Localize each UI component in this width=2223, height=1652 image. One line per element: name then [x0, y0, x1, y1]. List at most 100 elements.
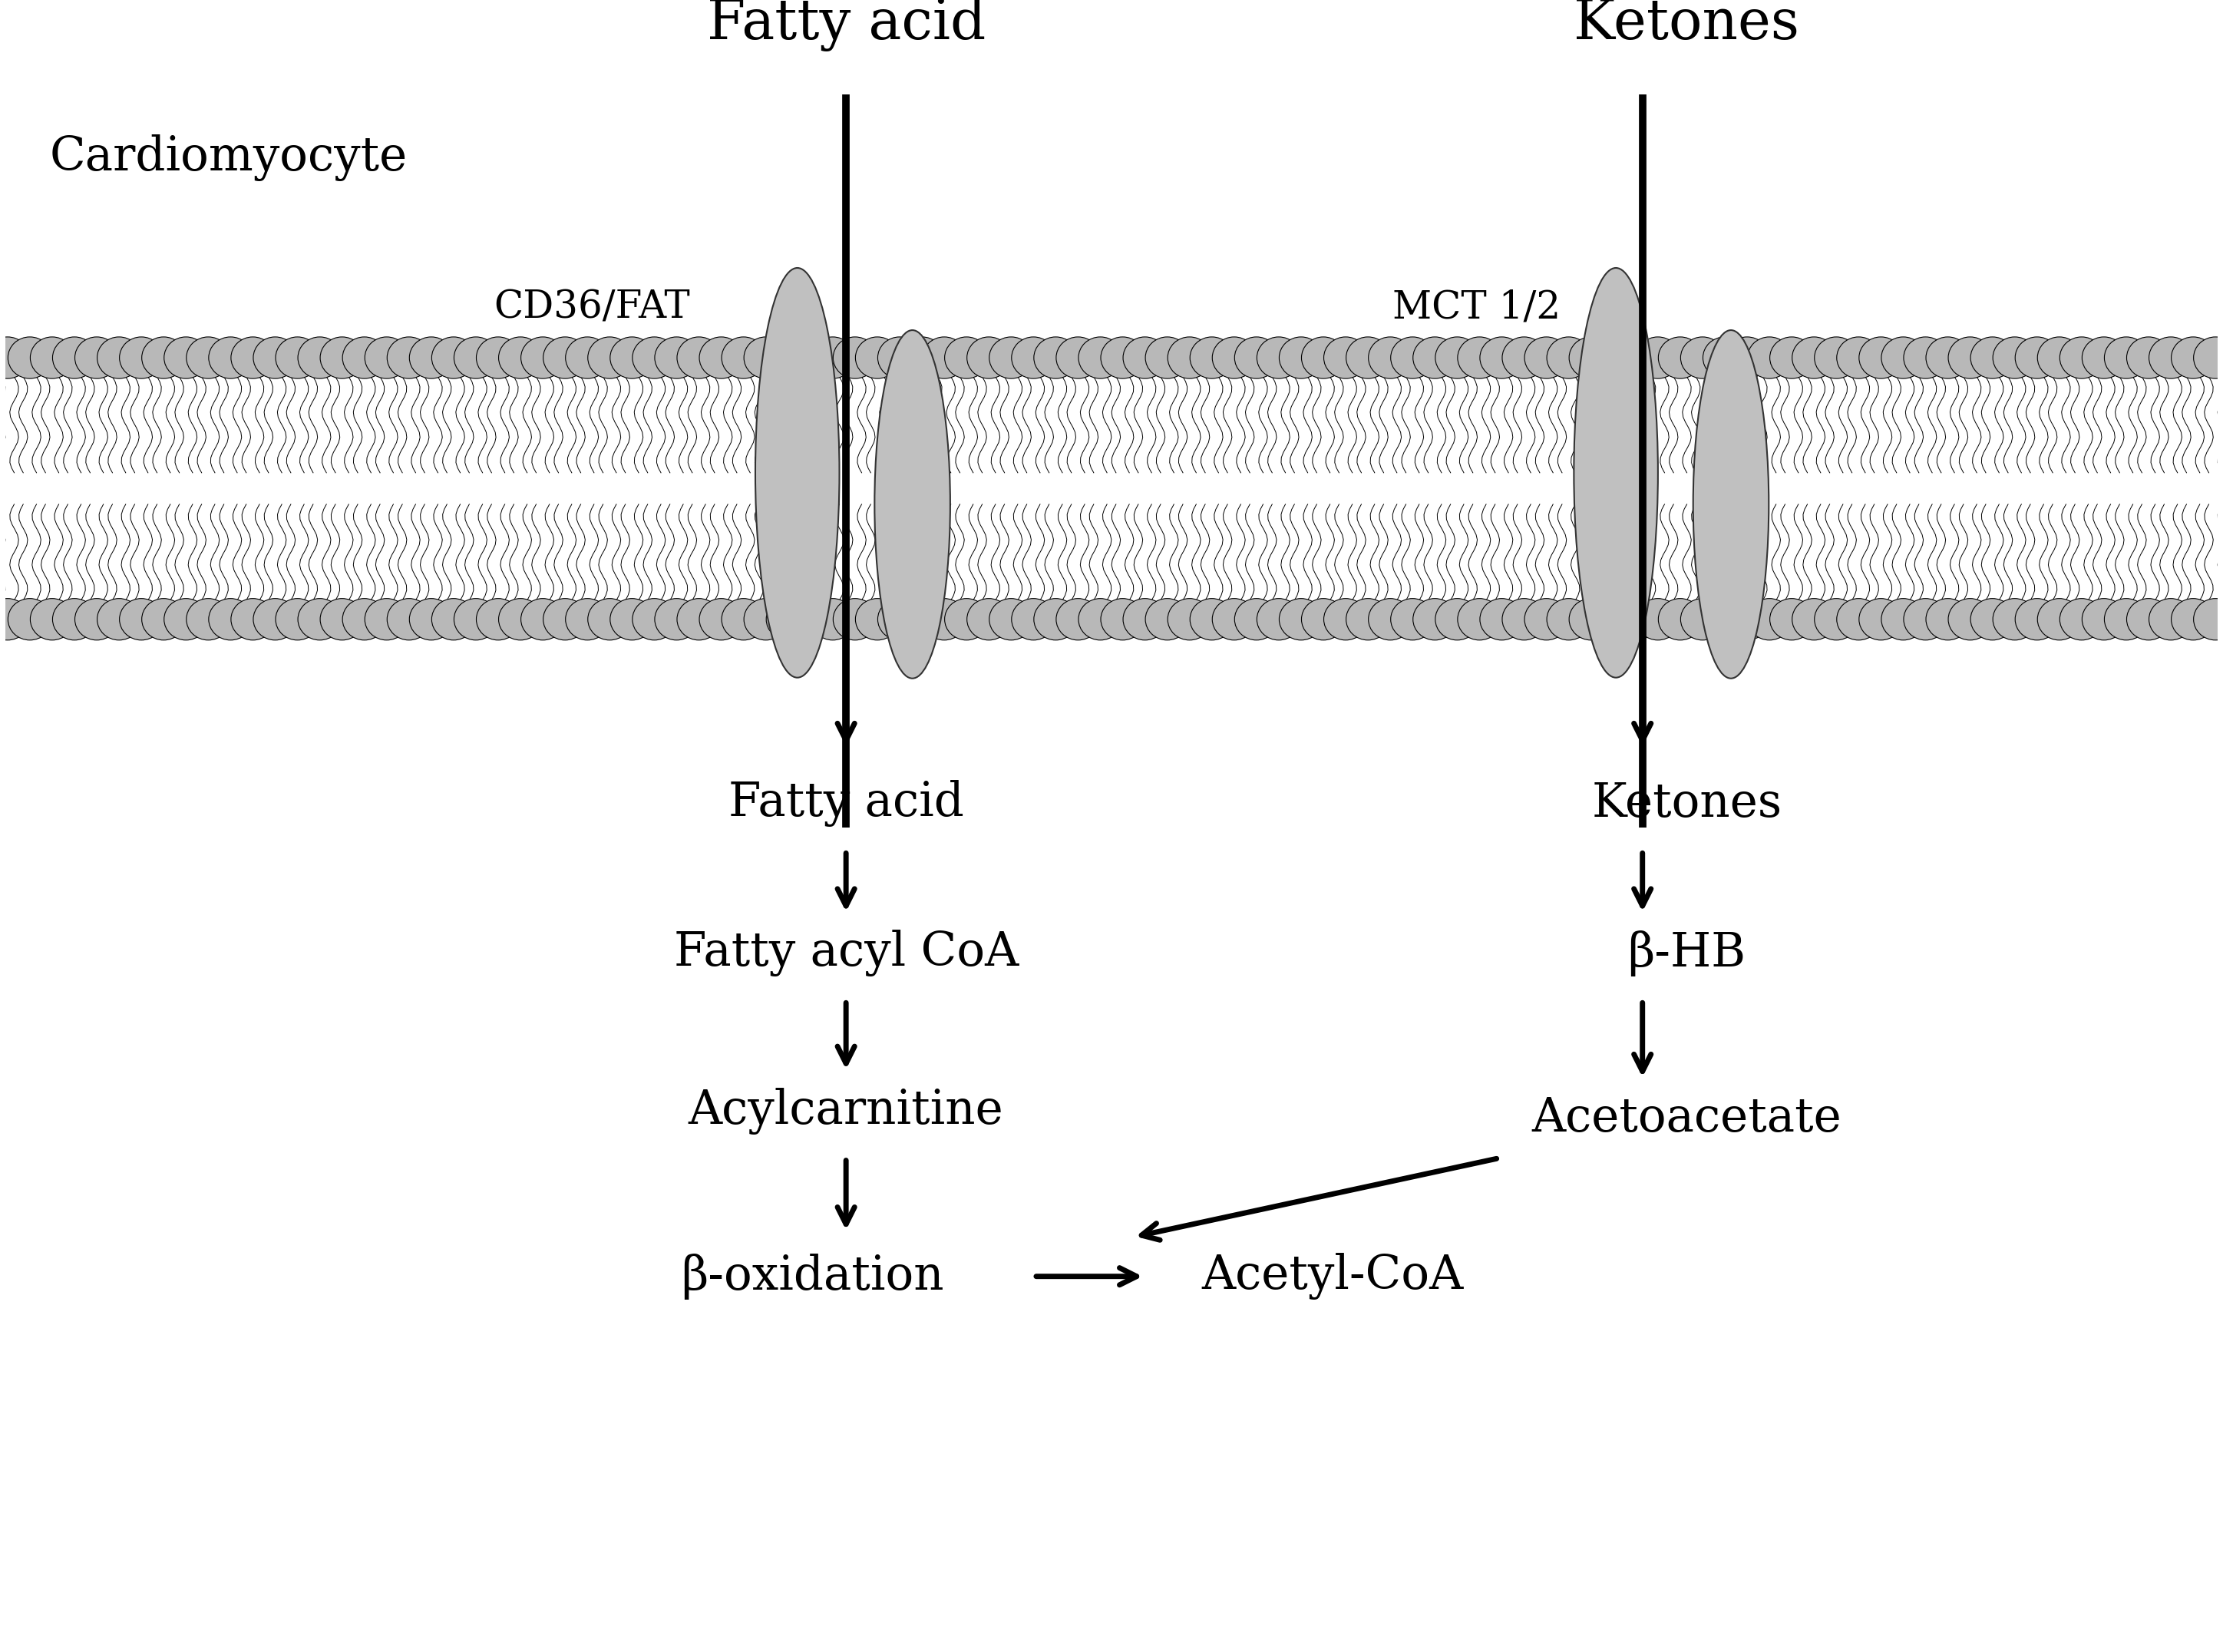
Ellipse shape	[811, 337, 854, 378]
Ellipse shape	[2061, 598, 2103, 639]
Ellipse shape	[298, 598, 342, 639]
Ellipse shape	[1547, 337, 1592, 378]
Ellipse shape	[1694, 330, 1770, 679]
Ellipse shape	[498, 337, 542, 378]
Bar	[4, 469, 2219, 507]
Ellipse shape	[98, 598, 140, 639]
Ellipse shape	[1189, 337, 1234, 378]
Ellipse shape	[1234, 337, 1278, 378]
Ellipse shape	[1034, 337, 1078, 378]
Ellipse shape	[1414, 337, 1456, 378]
Ellipse shape	[2105, 337, 2147, 378]
Ellipse shape	[1903, 337, 1947, 378]
Ellipse shape	[31, 337, 73, 378]
Ellipse shape	[1167, 337, 1212, 378]
Ellipse shape	[1614, 337, 1658, 378]
Ellipse shape	[1278, 598, 1323, 639]
Ellipse shape	[1100, 598, 1145, 639]
Ellipse shape	[2014, 598, 2058, 639]
Text: Cardiomyocyte: Cardiomyocyte	[49, 134, 407, 180]
Ellipse shape	[678, 598, 720, 639]
Text: Fatty acid: Fatty acid	[707, 0, 985, 51]
Ellipse shape	[2038, 598, 2081, 639]
Ellipse shape	[1792, 337, 1836, 378]
Ellipse shape	[187, 337, 231, 378]
Ellipse shape	[1300, 337, 1345, 378]
Ellipse shape	[989, 598, 1034, 639]
Ellipse shape	[1369, 337, 1412, 378]
Ellipse shape	[1992, 337, 2036, 378]
Ellipse shape	[431, 337, 476, 378]
Ellipse shape	[1414, 598, 1456, 639]
Ellipse shape	[1481, 337, 1523, 378]
Ellipse shape	[276, 337, 320, 378]
Ellipse shape	[631, 337, 676, 378]
Ellipse shape	[320, 598, 365, 639]
Ellipse shape	[365, 337, 409, 378]
Ellipse shape	[1725, 598, 1770, 639]
Ellipse shape	[631, 598, 676, 639]
Ellipse shape	[342, 598, 387, 639]
Ellipse shape	[2172, 598, 2214, 639]
Ellipse shape	[1300, 598, 1345, 639]
Ellipse shape	[1011, 598, 1056, 639]
Ellipse shape	[120, 337, 162, 378]
Ellipse shape	[1458, 337, 1501, 378]
Ellipse shape	[1123, 598, 1167, 639]
Ellipse shape	[1569, 337, 1614, 378]
Ellipse shape	[656, 598, 698, 639]
Text: Fatty acyl CoA: Fatty acyl CoA	[674, 930, 1018, 976]
Ellipse shape	[1925, 598, 1970, 639]
Ellipse shape	[2083, 337, 2125, 378]
Ellipse shape	[2194, 337, 2223, 378]
Ellipse shape	[2061, 337, 2103, 378]
Ellipse shape	[2194, 598, 2223, 639]
Ellipse shape	[31, 598, 73, 639]
Ellipse shape	[900, 598, 945, 639]
Ellipse shape	[1323, 337, 1367, 378]
Ellipse shape	[1436, 337, 1478, 378]
Ellipse shape	[9, 598, 51, 639]
Ellipse shape	[1392, 337, 1434, 378]
Ellipse shape	[1992, 598, 2036, 639]
Ellipse shape	[609, 337, 654, 378]
Ellipse shape	[565, 598, 609, 639]
Ellipse shape	[1212, 598, 1256, 639]
Ellipse shape	[565, 337, 609, 378]
Ellipse shape	[1836, 598, 1881, 639]
Ellipse shape	[142, 337, 185, 378]
Ellipse shape	[409, 337, 453, 378]
Ellipse shape	[342, 337, 387, 378]
Ellipse shape	[2105, 598, 2147, 639]
Ellipse shape	[756, 268, 840, 677]
Ellipse shape	[945, 337, 989, 378]
Ellipse shape	[1369, 598, 1412, 639]
Ellipse shape	[1034, 598, 1078, 639]
Ellipse shape	[320, 337, 365, 378]
Ellipse shape	[9, 337, 51, 378]
Ellipse shape	[1100, 337, 1145, 378]
Text: Ketones: Ketones	[1574, 0, 1801, 51]
Ellipse shape	[1436, 598, 1478, 639]
Ellipse shape	[878, 598, 923, 639]
Ellipse shape	[53, 598, 96, 639]
Ellipse shape	[542, 598, 587, 639]
Text: Acetyl-CoA: Acetyl-CoA	[1203, 1252, 1463, 1300]
Ellipse shape	[1547, 598, 1592, 639]
Ellipse shape	[1636, 337, 1681, 378]
Ellipse shape	[1347, 598, 1389, 639]
Ellipse shape	[409, 598, 453, 639]
Ellipse shape	[453, 337, 498, 378]
Ellipse shape	[1592, 337, 1636, 378]
Ellipse shape	[365, 598, 409, 639]
Ellipse shape	[498, 598, 542, 639]
Ellipse shape	[789, 337, 831, 378]
Text: MCT 1/2: MCT 1/2	[1392, 289, 1561, 327]
Ellipse shape	[1747, 598, 1792, 639]
Text: Ketones: Ketones	[1592, 781, 1783, 826]
Ellipse shape	[587, 337, 631, 378]
Ellipse shape	[165, 598, 209, 639]
Ellipse shape	[1770, 337, 1814, 378]
Ellipse shape	[1881, 598, 1925, 639]
Ellipse shape	[1792, 598, 1836, 639]
